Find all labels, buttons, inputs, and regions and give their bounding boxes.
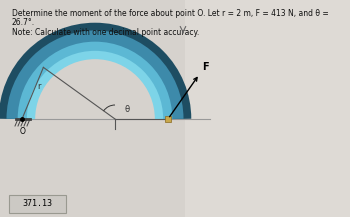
Text: F: F (203, 62, 209, 72)
Text: r: r (38, 82, 41, 91)
Text: Note: Calculate with one decimal point accuracy.: Note: Calculate with one decimal point a… (12, 28, 199, 37)
Text: θ: θ (125, 105, 130, 113)
Text: O: O (20, 127, 26, 136)
Text: 371.13: 371.13 (22, 199, 52, 209)
FancyBboxPatch shape (185, 0, 350, 217)
Text: 26.7°.: 26.7°. (12, 18, 35, 27)
FancyBboxPatch shape (9, 195, 66, 213)
Text: Determine the moment of the force about point O. Let r = 2 m, F = 413 N, and θ =: Determine the moment of the force about … (12, 9, 329, 18)
